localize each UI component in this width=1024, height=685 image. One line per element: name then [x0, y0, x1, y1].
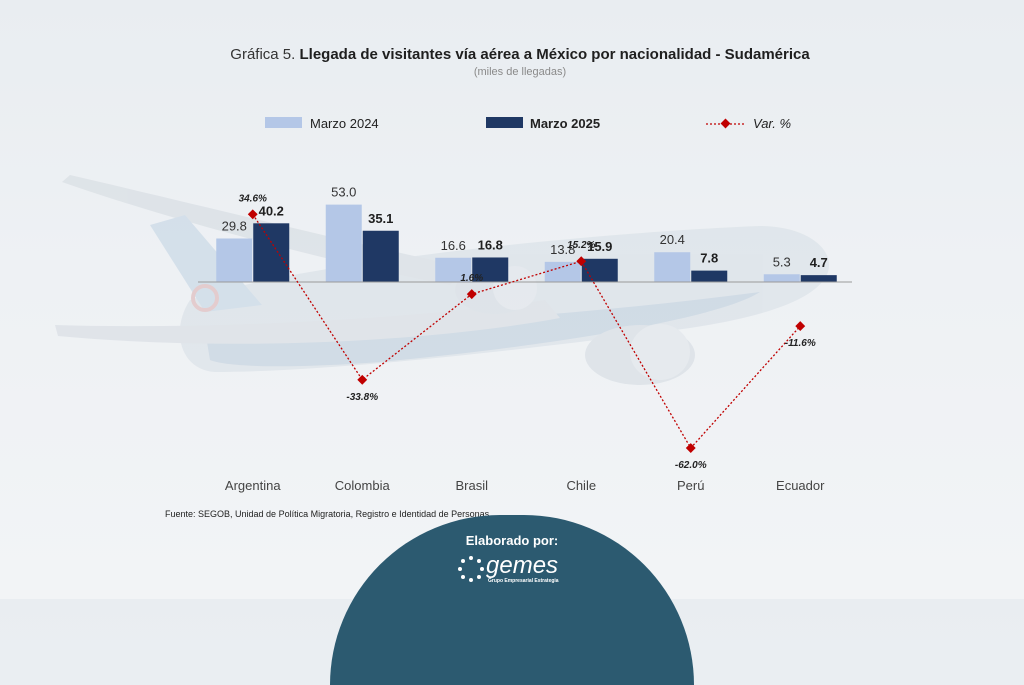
- bar-label-2024-2: 16.6: [441, 238, 466, 253]
- bar-2025-2: [472, 257, 509, 282]
- legend-marker-var: [720, 118, 731, 129]
- bar-label-2024-1: 53.0: [331, 185, 356, 200]
- bar-2025-1: [362, 230, 399, 282]
- bar-label-2025-2: 16.8: [478, 237, 503, 252]
- gemes-logo: gemes Grupo Empresarial Estrategia: [456, 552, 576, 584]
- legend-label-2025: Marzo 2025: [530, 116, 600, 131]
- var-marker-2: [466, 289, 477, 300]
- chart-title-prefix: Gráfica 5.: [230, 46, 296, 63]
- bar-label-2024-4: 20.4: [660, 232, 685, 247]
- bar-2024-1: [325, 204, 362, 282]
- bar-2024-3: [544, 261, 581, 282]
- category-label-0: Argentina: [225, 478, 281, 493]
- var-label-5: -11.6%: [785, 338, 816, 349]
- legend-label-2024: Marzo 2024: [310, 116, 379, 131]
- legend: Marzo 2024 Marzo 2025 Var. %: [265, 116, 791, 131]
- var-label-4: -62.0%: [675, 460, 707, 471]
- bar-2024-0: [216, 238, 253, 282]
- logo-subtext: Grupo Empresarial Estrategia: [488, 578, 559, 584]
- bar-2024-4: [654, 252, 691, 282]
- var-label-0: 34.6%: [239, 193, 267, 204]
- category-label-3: Chile: [566, 478, 596, 493]
- footer-label: Elaborado por:: [465, 533, 559, 548]
- logo-dots-icon: [458, 556, 484, 582]
- category-label-5: Ecuador: [776, 478, 825, 493]
- bar-2024-5: [763, 274, 800, 282]
- bar-label-2024-5: 5.3: [773, 254, 791, 269]
- bar-label-2025-0: 40.2: [259, 203, 284, 218]
- bar-label-2025-3: 15.9: [587, 239, 612, 254]
- bar-2025-0: [253, 223, 290, 282]
- category-label-2: Brasil: [455, 478, 488, 493]
- bar-2024-2: [435, 257, 472, 282]
- legend-swatch-2024: [265, 117, 302, 128]
- var-marker-5: [795, 321, 806, 332]
- var-marker-0: [247, 209, 258, 220]
- var-line: [252, 213, 801, 450]
- bar-label-2024-0: 29.8: [222, 218, 247, 233]
- category-label-4: Perú: [677, 478, 704, 493]
- bar-label-2025-5: 4.7: [810, 255, 828, 270]
- bar-chart: Marzo 2024 Marzo 2025 Var. % 29.8 40.2 53.…: [198, 116, 852, 493]
- chart-subtitle: (miles de llegadas): [473, 66, 567, 78]
- logo-text: gemes: [486, 552, 559, 579]
- chart-title: Gráfica 5. Llegada de visitantes vía aér…: [0, 46, 1024, 63]
- bar-2025-3: [581, 258, 618, 282]
- var-marker-3: [576, 256, 587, 267]
- bar-label-2025-4: 7.8: [700, 251, 718, 266]
- bar-label-2024-3: 13.8: [550, 242, 575, 257]
- chart-title-main: Llegada de visitantes vía aérea a México…: [299, 46, 810, 63]
- var-label-1: -33.8%: [346, 392, 378, 403]
- var-marker-4: [685, 443, 696, 453]
- legend-swatch-2025: [486, 117, 523, 128]
- source-note: Fuente: SEGOB, Unidad de Política Migrat…: [165, 509, 492, 519]
- bar-label-2025-1: 35.1: [368, 211, 393, 226]
- legend-label-var: Var. %: [753, 116, 791, 131]
- var-label-3: 15.2%: [567, 240, 595, 251]
- bar-2025-5: [800, 275, 837, 282]
- var-label-2: 1.6%: [460, 273, 483, 284]
- category-label-1: Colombia: [335, 478, 391, 493]
- bar-2025-4: [691, 270, 728, 282]
- var-marker-1: [357, 374, 368, 385]
